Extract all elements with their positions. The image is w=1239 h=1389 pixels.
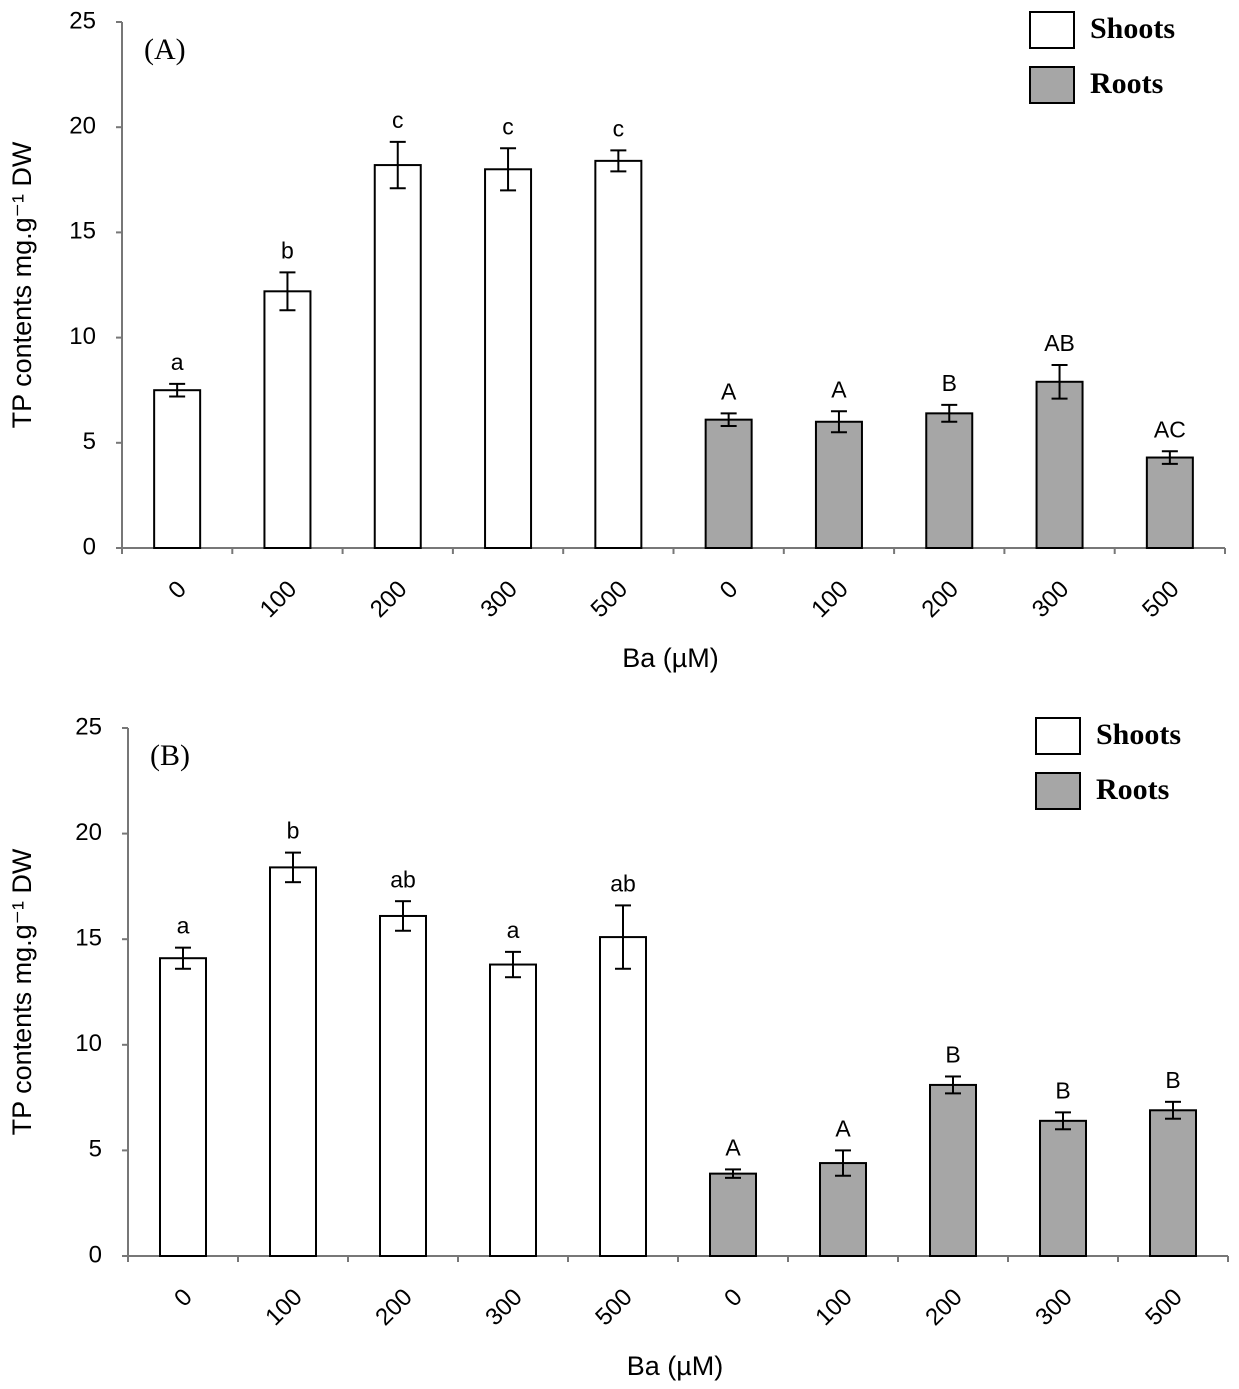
y-tick-label: 0 bbox=[83, 533, 96, 560]
significance-label: b bbox=[281, 237, 294, 263]
x-tick-label: 500 bbox=[590, 1284, 637, 1331]
legend-label: Shoots bbox=[1096, 718, 1181, 751]
bar bbox=[594, 159, 643, 549]
x-tick-label: 0 bbox=[169, 1284, 198, 1313]
bar bbox=[709, 1172, 757, 1257]
significance-label: A bbox=[831, 376, 847, 402]
significance-label: B bbox=[945, 1042, 960, 1068]
significance-label: B bbox=[1055, 1077, 1070, 1103]
legend-swatch bbox=[1029, 66, 1075, 104]
x-tick-label: 500 bbox=[586, 576, 633, 623]
significance-label: A bbox=[725, 1134, 741, 1160]
significance-label: A bbox=[721, 378, 737, 404]
y-tick-label: 25 bbox=[75, 713, 102, 740]
significance-label: ab bbox=[610, 870, 636, 896]
x-tick-label: 200 bbox=[920, 1284, 967, 1331]
x-tick-label: 100 bbox=[260, 1284, 307, 1331]
y-axis-label: TP contents mg.g⁻¹ DW bbox=[7, 141, 37, 428]
bar bbox=[599, 936, 647, 1257]
bar bbox=[1149, 1109, 1197, 1257]
significance-label: AB bbox=[1044, 330, 1075, 356]
x-tick-label: 100 bbox=[810, 1284, 857, 1331]
bar bbox=[263, 290, 312, 549]
y-tick-label: 20 bbox=[75, 819, 102, 846]
significance-label: B bbox=[942, 370, 957, 396]
significance-label: c bbox=[613, 115, 625, 141]
legend-swatch bbox=[1029, 11, 1075, 49]
panel-label: (A) bbox=[144, 33, 186, 66]
bar bbox=[1039, 1119, 1087, 1258]
significance-label: b bbox=[287, 818, 300, 844]
bar bbox=[489, 963, 537, 1257]
y-tick-label: 25 bbox=[69, 7, 96, 34]
x-tick-label: 100 bbox=[806, 576, 853, 623]
bar bbox=[925, 412, 974, 549]
bar bbox=[1145, 456, 1194, 550]
y-tick-label: 15 bbox=[75, 925, 102, 952]
x-tick-label: 0 bbox=[163, 576, 192, 605]
bar bbox=[814, 420, 863, 550]
y-axis-label: TP contents mg.g⁻¹ DW bbox=[7, 848, 37, 1135]
x-tick-label: 300 bbox=[475, 576, 522, 623]
x-tick-label: 500 bbox=[1137, 576, 1184, 623]
x-tick-label: 0 bbox=[715, 576, 744, 605]
bar bbox=[819, 1162, 867, 1258]
significance-label: a bbox=[177, 913, 190, 939]
significance-label: A bbox=[835, 1115, 851, 1141]
significance-label: a bbox=[171, 349, 184, 375]
panel-label: (B) bbox=[150, 739, 190, 772]
x-tick-label: 500 bbox=[1140, 1284, 1187, 1331]
x-tick-label: 100 bbox=[255, 576, 302, 623]
bar bbox=[929, 1083, 977, 1257]
y-tick-label: 20 bbox=[69, 113, 96, 140]
x-axis-label: Ba (µM) bbox=[622, 643, 719, 673]
x-tick-label: 300 bbox=[1027, 576, 1074, 623]
x-tick-label: 300 bbox=[480, 1284, 527, 1331]
bar bbox=[269, 866, 317, 1258]
legend-swatch bbox=[1035, 772, 1081, 810]
legend-swatch bbox=[1035, 717, 1081, 755]
y-tick-label: 15 bbox=[69, 218, 96, 245]
bar bbox=[484, 168, 533, 549]
y-tick-label: 5 bbox=[89, 1136, 102, 1163]
bar bbox=[1035, 380, 1084, 549]
bar bbox=[373, 164, 422, 550]
y-tick-label: 10 bbox=[69, 323, 96, 350]
bar bbox=[159, 957, 207, 1257]
legend-label: Roots bbox=[1090, 67, 1163, 100]
significance-label: a bbox=[507, 917, 520, 943]
legend-label: Roots bbox=[1096, 773, 1169, 806]
y-tick-label: 10 bbox=[75, 1030, 102, 1057]
bar bbox=[153, 389, 202, 550]
chart: 0 5 10 15 20 25 0 100 200 300 500 0 100 200 300 500 a b c c… bbox=[7, 7, 1226, 673]
significance-label: B bbox=[1165, 1067, 1180, 1093]
significance-label: AC bbox=[1154, 416, 1186, 442]
x-tick-label: 200 bbox=[917, 576, 964, 623]
y-tick-label: 5 bbox=[83, 428, 96, 455]
y-tick-label: 0 bbox=[89, 1241, 102, 1268]
x-tick-label: 300 bbox=[1030, 1284, 1077, 1331]
x-tick-label: 0 bbox=[719, 1284, 748, 1313]
bar bbox=[379, 914, 427, 1258]
significance-label: ab bbox=[390, 866, 416, 892]
x-tick-label: 200 bbox=[365, 576, 412, 623]
x-tick-label: 200 bbox=[370, 1284, 417, 1331]
x-axis-label: Ba (µM) bbox=[627, 1351, 724, 1381]
significance-label: c bbox=[502, 113, 514, 139]
bar bbox=[704, 418, 753, 549]
legend-label: Shoots bbox=[1090, 12, 1175, 45]
significance-label: c bbox=[392, 107, 404, 133]
